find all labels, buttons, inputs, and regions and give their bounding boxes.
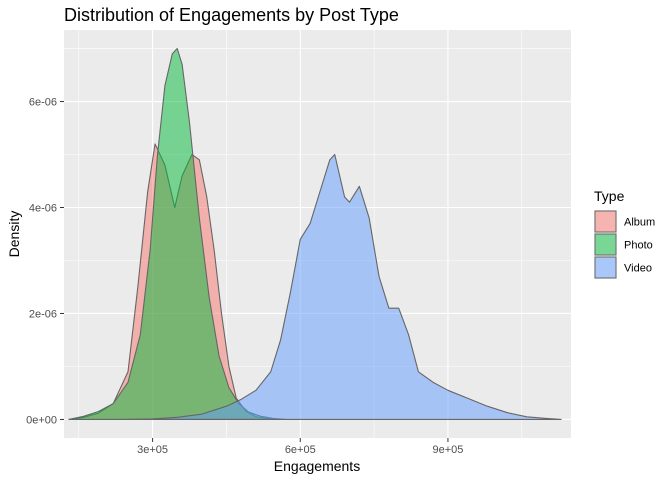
legend-swatch-photo bbox=[594, 233, 617, 256]
x-axis-title: Engagements bbox=[274, 458, 360, 474]
y-tick-label: 6e-06 bbox=[29, 97, 57, 109]
y-axis-title: Density bbox=[6, 211, 22, 258]
x-tick-label: 6e+05 bbox=[285, 444, 316, 456]
legend-label-video: Video bbox=[624, 263, 652, 275]
legend-label-album: Album bbox=[624, 217, 655, 229]
legend-swatch-video bbox=[594, 256, 617, 279]
y-tick-label: 0e+00 bbox=[26, 414, 57, 426]
legend-swatch-album bbox=[594, 210, 617, 233]
chart-marks bbox=[68, 48, 562, 420]
y-tick-label: 4e-06 bbox=[29, 203, 57, 215]
x-tick-label: 3e+05 bbox=[137, 444, 168, 456]
legend: Type Album Photo Video bbox=[594, 188, 655, 279]
legend-label-photo: Photo bbox=[624, 240, 653, 252]
legend-title: Type bbox=[594, 188, 625, 204]
density-area-video bbox=[127, 153, 562, 420]
chart-title: Distribution of Engagements by Post Type bbox=[64, 5, 399, 25]
y-tick-label: 2e-06 bbox=[29, 308, 57, 320]
axes: 3e+05 6e+05 9e+05 0e+00 2e-06 4e-06 6e-06 bbox=[26, 97, 463, 456]
x-tick-label: 9e+05 bbox=[432, 444, 463, 456]
